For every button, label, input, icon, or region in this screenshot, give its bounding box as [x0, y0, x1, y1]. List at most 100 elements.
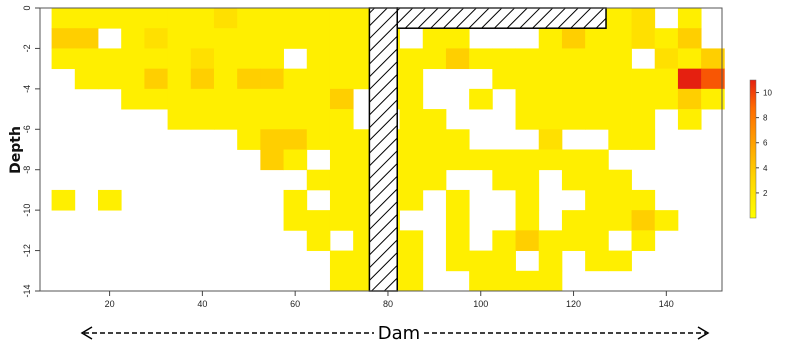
heatmap-cell — [329, 210, 354, 231]
heatmap-cell — [538, 250, 563, 272]
heatmap-cell — [237, 109, 261, 130]
heatmap-cell — [329, 129, 354, 150]
y-tick-label: -12 — [22, 244, 32, 257]
heatmap-cell — [538, 230, 563, 251]
heatmap-cell — [399, 88, 424, 110]
heatmap-cell — [213, 28, 238, 49]
heatmap-cell — [329, 149, 354, 171]
heatmap-cell — [515, 210, 540, 231]
heatmap-cell — [515, 68, 540, 90]
heatmap-cell — [608, 28, 632, 49]
heatmap-cell — [631, 88, 656, 110]
heatmap-cell — [329, 109, 354, 130]
x-tick-label: 60 — [290, 299, 300, 309]
heatmap-cell — [167, 68, 192, 90]
heatmap-cell — [329, 270, 354, 292]
dam-annotation: Dam — [80, 323, 710, 344]
heatmap-cell — [144, 48, 168, 70]
dam-label: Dam — [378, 323, 420, 344]
heatmap-cell — [608, 129, 632, 150]
heatmap-cell — [260, 88, 284, 110]
legend-tick-label: 8 — [763, 114, 768, 123]
heatmap-cell — [306, 230, 331, 251]
heatmap-cell — [306, 169, 331, 191]
y-tick-label: -4 — [22, 85, 32, 93]
heatmap-cell — [538, 129, 563, 150]
heatmap-cell — [422, 28, 447, 49]
heatmap-cell — [422, 48, 447, 70]
heatmap-cell — [585, 210, 609, 231]
heatmap-cell — [237, 48, 261, 70]
heatmap-cell — [608, 210, 632, 231]
heatmap-cell — [515, 88, 540, 110]
hatched-region-dam-vertical — [368, 7, 398, 292]
heatmap-cell — [190, 28, 215, 49]
heatmap-cell — [237, 88, 261, 110]
heatmap-cell — [561, 109, 586, 130]
heatmap-cell — [260, 28, 284, 49]
heatmap-cell — [561, 88, 586, 110]
heatmap-cell — [213, 68, 238, 90]
heatmap-cell — [190, 109, 215, 130]
heatmap-cell — [51, 48, 76, 70]
heatmap-cell — [167, 88, 192, 110]
heatmap-cell — [74, 28, 99, 49]
heatmap-cell — [399, 270, 424, 292]
heatmap-cell — [631, 189, 656, 211]
x-axis: 20 40 60 80 100 120 140 — [105, 291, 674, 309]
heatmap-cell — [561, 68, 586, 90]
heatmap-cell — [283, 149, 308, 171]
heatmap-cell — [121, 8, 145, 29]
heatmap-cell — [492, 270, 516, 292]
heatmap-cell — [144, 88, 168, 110]
heatmap-cell — [585, 48, 609, 70]
heatmap-cell — [51, 8, 76, 29]
heatmap-cell — [260, 68, 284, 90]
heatmap-cell — [561, 149, 586, 171]
heatmap-cell — [399, 48, 424, 70]
heatmap-cell — [97, 189, 122, 211]
heatmap-cell — [213, 8, 238, 29]
heatmap-cell — [399, 189, 424, 211]
y-tick-label: -2 — [22, 44, 32, 52]
heatmap-cell — [608, 109, 632, 130]
heatmap-cell — [237, 129, 261, 150]
heatmap-cell — [608, 68, 632, 90]
heatmap-cell — [260, 149, 284, 171]
heatmap-cell — [515, 48, 540, 70]
heatmap-cell — [283, 109, 308, 130]
heatmap-cell — [515, 109, 540, 130]
x-tick-label: 120 — [566, 299, 581, 309]
heatmap-cell — [538, 109, 563, 130]
heatmap-cell — [608, 189, 632, 211]
x-tick-label: 80 — [383, 299, 393, 309]
heatmap-cell — [677, 68, 702, 90]
y-axis-title: Depth — [8, 126, 24, 174]
heatmap-cell — [260, 8, 284, 29]
x-tick-label: 140 — [659, 299, 674, 309]
heatmap-cell — [585, 68, 609, 90]
heatmap-cell — [399, 68, 424, 90]
heatmap-cell — [654, 28, 679, 49]
heatmap-cell — [677, 48, 702, 70]
y-tick-label: -6 — [22, 125, 32, 133]
heatmap-cell — [399, 169, 424, 191]
heatmap-cell — [538, 270, 563, 292]
heatmap-cell — [492, 169, 516, 191]
heatmap-cell — [97, 68, 122, 90]
heatmap-cell — [144, 8, 168, 29]
legend-tick-label: 4 — [763, 164, 768, 173]
heatmap-cell — [190, 68, 215, 90]
plot-frame — [39, 7, 723, 292]
heatmap-cell — [561, 28, 586, 49]
heatmap-cell — [561, 230, 586, 251]
heatmap-cell — [585, 189, 609, 211]
color-legend: 2 4 6 8 10 — [749, 79, 772, 219]
heatmap-cell — [515, 169, 540, 191]
heatmap-cell — [167, 48, 192, 70]
color-legend-ticks: 2 4 6 8 10 — [756, 89, 772, 198]
heatmap-cell — [492, 68, 516, 90]
heatmap-cell — [399, 149, 424, 171]
heatmap-cell — [283, 129, 308, 150]
heatmap-cell — [492, 230, 516, 251]
